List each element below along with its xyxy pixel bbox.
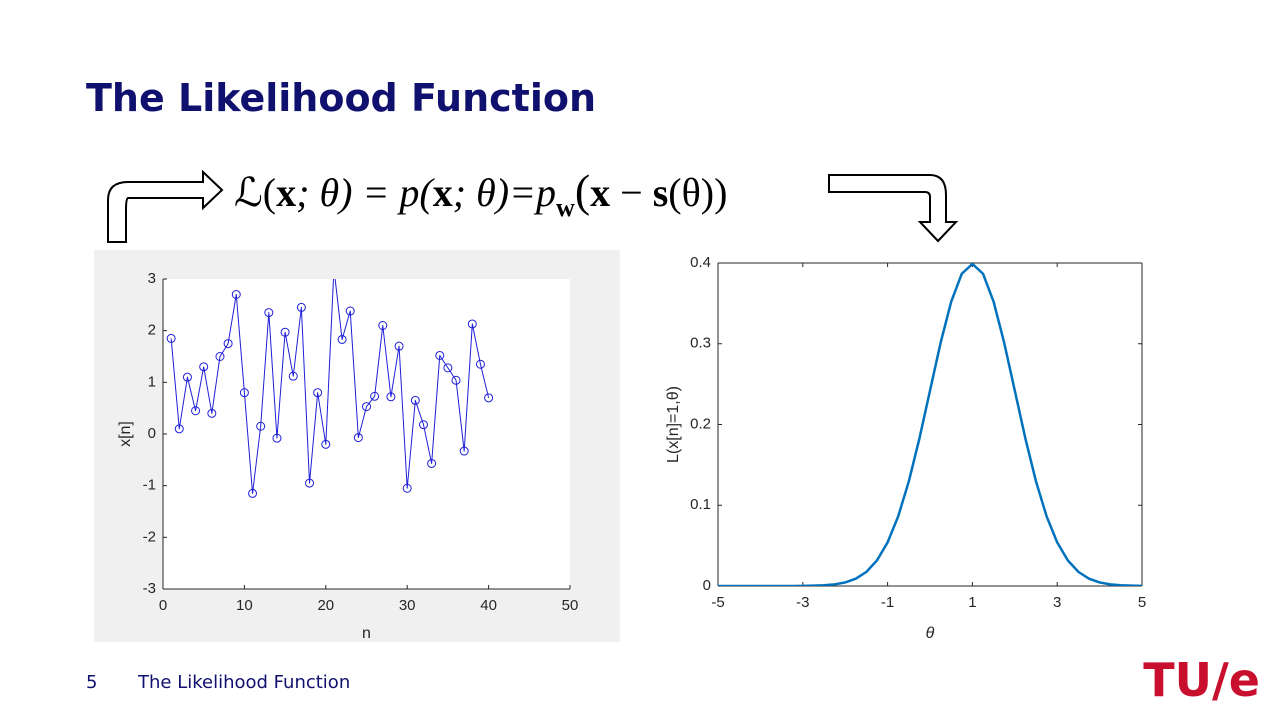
- data-line: [170, 279, 490, 494]
- data-marker: [345, 306, 355, 316]
- x-tick-label: 50: [562, 597, 579, 614]
- data-marker: [191, 406, 201, 416]
- data-marker: [467, 319, 477, 329]
- footer-text: The Likelihood Function: [137, 672, 350, 693]
- data-marker: [484, 393, 494, 403]
- data-marker: [353, 433, 363, 443]
- data-marker: [386, 392, 396, 402]
- x-tick-label: -5: [711, 594, 724, 611]
- data-marker: [475, 359, 485, 369]
- data-marker: [223, 339, 233, 349]
- plot-area: [163, 279, 570, 589]
- data-marker: [321, 439, 331, 449]
- plot-content: [166, 279, 494, 498]
- x-tick-label: 40: [480, 597, 497, 614]
- data-marker: [215, 352, 225, 361]
- x-tick-label: 0: [159, 597, 167, 614]
- plot-content: [718, 263, 1142, 586]
- arrow-right: [828, 174, 959, 243]
- x-axis-label: θ: [926, 625, 935, 642]
- y-tick-label: 0: [148, 425, 156, 442]
- data-marker: [370, 391, 380, 401]
- y-tick-label: 1: [148, 373, 156, 390]
- data-marker: [264, 308, 274, 318]
- plot-area: [718, 263, 1142, 586]
- formula-part: x: [433, 170, 453, 215]
- formula-part: w: [556, 193, 575, 222]
- y-tick-label: -1: [143, 477, 156, 494]
- x-axis-label: n: [362, 625, 371, 642]
- formula-part: x: [590, 170, 610, 215]
- data-marker: [443, 363, 453, 373]
- data-marker: [394, 341, 404, 351]
- slide-title: The Likelihood Function: [86, 76, 596, 120]
- formula-part: ℒ(: [234, 170, 276, 215]
- y-tick-label: 0.3: [690, 335, 711, 352]
- formula-part: ; θ) = p(: [296, 170, 435, 215]
- y-tick-label: 2: [148, 322, 156, 339]
- data-marker: [451, 375, 461, 385]
- x-tick-label: 10: [236, 597, 253, 614]
- y-axis-label: x[n]: [117, 421, 134, 447]
- formula: ℒ(x; θ) = p(x; θ)=pw(x − s(θ)): [234, 165, 727, 222]
- data-marker: [313, 388, 323, 398]
- y-tick-label: -3: [143, 580, 156, 597]
- data-marker: [272, 433, 282, 443]
- formula-part: ; θ)=p: [453, 170, 556, 215]
- page-number: 5: [86, 672, 97, 693]
- arrow-left: [107, 169, 224, 243]
- data-marker: [337, 334, 347, 344]
- data-marker: [305, 478, 315, 488]
- x-tick-label: 3: [1053, 594, 1061, 611]
- data-marker: [248, 488, 258, 498]
- x-tick-label: 20: [317, 597, 334, 614]
- data-marker: [427, 458, 437, 468]
- data-marker: [231, 290, 241, 299]
- x-tick-label: -1: [881, 594, 894, 611]
- data-marker: [402, 483, 412, 493]
- data-marker: [435, 350, 445, 360]
- y-tick-label: 0: [703, 577, 711, 594]
- formula-part: (: [575, 165, 590, 216]
- logo: TU/e: [1143, 653, 1260, 707]
- formula-part: s: [653, 170, 669, 215]
- data-marker: [256, 421, 266, 431]
- x-tick-label: 30: [399, 597, 416, 614]
- x-tick-label: 5: [1138, 594, 1146, 611]
- formula-part: (θ)): [668, 170, 727, 215]
- data-marker: [296, 302, 306, 312]
- data-marker: [280, 327, 290, 337]
- data-marker: [166, 333, 176, 343]
- data-marker: [288, 371, 298, 381]
- data-marker: [207, 408, 217, 418]
- y-tick-label: 0.2: [690, 415, 711, 432]
- data-marker: [182, 372, 192, 382]
- data-marker: [199, 362, 209, 372]
- data-marker: [239, 388, 249, 398]
- x-tick-label: 1: [968, 594, 976, 611]
- data-marker: [459, 446, 469, 456]
- data-marker: [410, 395, 420, 405]
- y-tick-label: 0.4: [690, 254, 711, 271]
- y-tick-label: 3: [148, 270, 156, 287]
- y-tick-label: -2: [143, 528, 156, 545]
- data-marker: [174, 424, 184, 434]
- y-axis-label: L(x[n]=1,θ): [665, 386, 682, 463]
- x-tick-label: -3: [796, 594, 809, 611]
- data-marker: [418, 420, 428, 430]
- formula-part: −: [610, 170, 653, 215]
- data-marker: [378, 321, 388, 330]
- data-marker: [362, 402, 371, 412]
- formula-part: x: [276, 170, 296, 215]
- y-tick-label: 0.1: [690, 496, 711, 513]
- data-line: [718, 263, 1142, 586]
